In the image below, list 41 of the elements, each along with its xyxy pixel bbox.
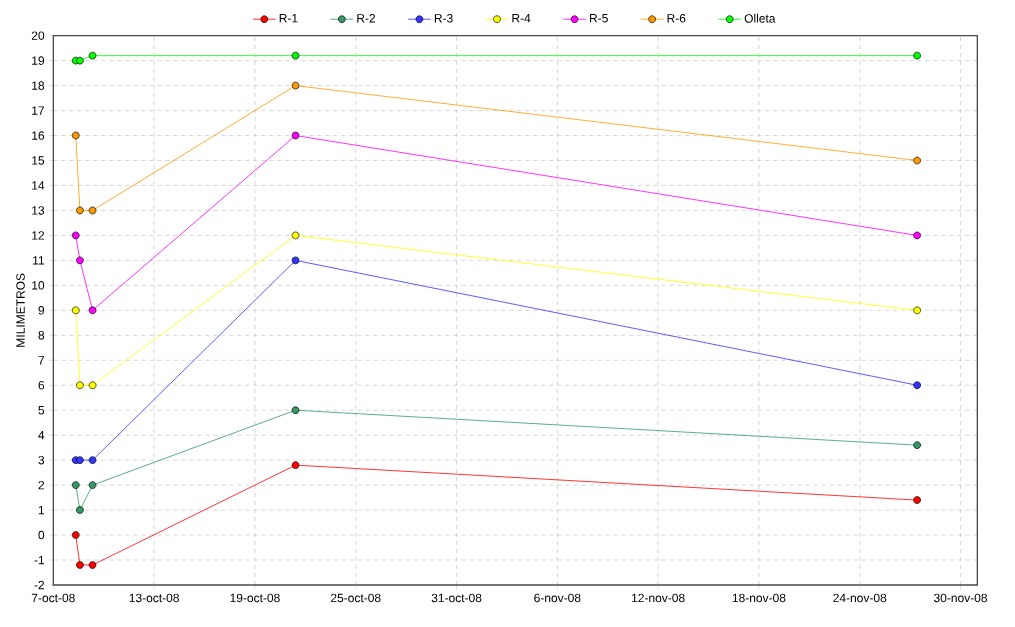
x-tick-label: 12-nov-08 xyxy=(632,593,685,603)
x-tick-label: 30-nov-08 xyxy=(933,593,988,603)
x-tick-label: 18-nov-08 xyxy=(732,593,786,603)
y-tick-label: 14 xyxy=(32,181,45,190)
y-tick-label: 7 xyxy=(38,356,45,365)
y-tick-label: 18 xyxy=(32,81,45,90)
y-tick-label: -2 xyxy=(34,580,45,590)
y-tick-label: 2 xyxy=(38,480,45,490)
y-tick-label: 6 xyxy=(38,380,45,390)
x-tick-label: 25-oct-08 xyxy=(330,593,381,603)
legend-label: R-1 xyxy=(279,14,298,23)
y-tick-label: 1 xyxy=(38,505,45,515)
y-tick-label: 8 xyxy=(38,331,45,340)
x-tick-label: 13-oct-08 xyxy=(129,593,179,603)
y-axis-title: MILIMETROS xyxy=(16,273,25,347)
y-tick-label: 0 xyxy=(38,530,45,540)
y-tick-label: 13 xyxy=(32,206,45,215)
y-tick-label: 20 xyxy=(31,31,45,40)
legend-label: R-2 xyxy=(357,14,376,23)
y-tick-label: 10 xyxy=(32,281,45,290)
y-tick-label: 11 xyxy=(33,256,45,265)
y-tick-label: 15 xyxy=(32,156,45,165)
y-tick-label: 17 xyxy=(32,106,45,115)
legend-label: R-5 xyxy=(589,14,608,23)
y-tick-label: 12 xyxy=(32,231,45,240)
y-tick-label: 19 xyxy=(32,56,45,65)
x-tick-label: 6-nov-08 xyxy=(534,593,581,603)
legend-label: R-4 xyxy=(512,14,531,23)
y-tick-label: -1 xyxy=(34,555,45,565)
y-tick-label: 16 xyxy=(32,131,45,140)
x-tick-label: 7-oct-08 xyxy=(31,593,75,603)
x-tick-label: 31-oct-08 xyxy=(431,593,482,603)
y-tick-label: 5 xyxy=(38,406,45,415)
y-tick-label: 9 xyxy=(38,306,45,315)
legend-label: R-6 xyxy=(667,14,686,23)
y-tick-label: 3 xyxy=(38,455,45,465)
legend-label: Olleta xyxy=(744,13,776,23)
x-tick-label: 24-nov-08 xyxy=(833,593,887,603)
y-tick-label: 4 xyxy=(38,431,45,440)
x-tick-label: 19-oct-08 xyxy=(230,593,280,603)
legend-label: R-3 xyxy=(434,14,453,23)
